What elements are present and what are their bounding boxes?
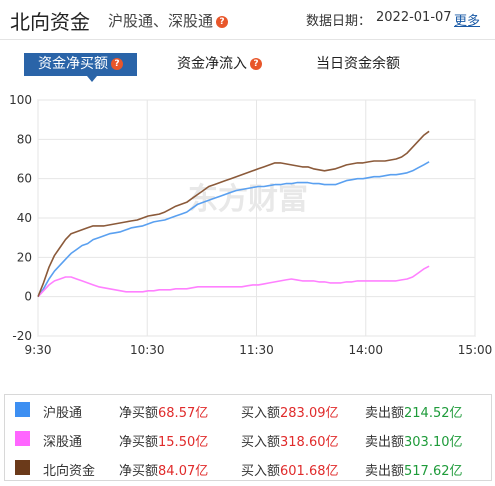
x-tick-label: 11:30 xyxy=(239,343,274,357)
sell-amount: 卖出额517.62亿 xyxy=(365,464,463,479)
legend-table: 沪股通 净买额68.57亿 买入额283.09亿 卖出额214.52亿 深股通 … xyxy=(4,394,492,481)
series-line xyxy=(37,130,430,297)
tab-balance-label: 当日资金余额 xyxy=(316,56,400,72)
chart-axes: 100 80 60 40 20 0 -209:30 10:30 11:30 14:00 15:00 xyxy=(9,93,492,357)
y-tick-label: -20 xyxy=(12,329,32,343)
y-tick-label: 40 xyxy=(17,211,32,225)
chart-series xyxy=(37,130,430,298)
date-value: 2022-01-07 xyxy=(376,10,452,25)
help-icon[interactable]: ? xyxy=(216,15,229,28)
y-tick-label: 20 xyxy=(17,250,32,264)
help-icon[interactable]: ? xyxy=(111,58,123,70)
tab-net-buy[interactable]: 资金净买额? xyxy=(24,53,137,76)
x-tick-label: 14:00 xyxy=(348,343,383,357)
legend-row: 深股通 净买额15.50亿 买入额318.60亿 卖出额303.10亿 xyxy=(5,424,491,453)
y-tick-label: 0 xyxy=(24,290,32,304)
tab-net-inflow-label: 资金净流入 xyxy=(177,56,247,72)
legend-row: 北向资金 净买额84.07亿 买入额601.68亿 卖出额517.62亿 xyxy=(5,453,491,482)
legend-name: 深股通 xyxy=(43,435,83,450)
active-tab-pointer xyxy=(87,76,97,82)
legend-swatch xyxy=(15,460,30,475)
legend-swatch xyxy=(15,431,30,446)
series-line xyxy=(37,265,430,298)
series-line xyxy=(37,161,430,298)
y-tick-label: 100 xyxy=(9,93,32,107)
legend-swatch xyxy=(15,402,30,417)
page-title: 北向资金 xyxy=(10,10,90,34)
legend-name: 沪股通 xyxy=(43,406,83,421)
subtitle: 沪股通、深股通? xyxy=(108,10,229,31)
chart-grid xyxy=(37,99,476,337)
x-tick-label: 15:00 xyxy=(458,343,493,357)
date-label: 数据日期： xyxy=(306,14,372,29)
more-link[interactable]: 更多 xyxy=(454,14,481,29)
tab-balance[interactable]: 当日资金余额 xyxy=(316,53,400,76)
legend-row: 沪股通 净买额68.57亿 买入额283.09亿 卖出额214.52亿 xyxy=(5,395,491,424)
header: 北向资金 沪股通、深股通? 数据日期： 2022-01-07 更多 xyxy=(0,0,495,40)
watermark: 东方财富 xyxy=(188,182,308,217)
help-icon[interactable]: ? xyxy=(250,58,262,70)
buy-amount: 买入额601.68亿 xyxy=(241,464,339,479)
net-buy: 净买额68.57亿 xyxy=(119,406,209,421)
buy-amount: 买入额318.60亿 xyxy=(241,435,339,450)
sell-amount: 卖出额303.10亿 xyxy=(365,435,463,450)
net-buy: 净买额15.50亿 xyxy=(119,435,209,450)
x-tick-label: 9:30 xyxy=(25,343,52,357)
subtitle-text: 沪股通、深股通 xyxy=(108,12,214,30)
tab-net-buy-label: 资金净买额 xyxy=(38,56,108,72)
net-buy: 净买额84.07亿 xyxy=(119,464,209,479)
x-tick-label: 10:30 xyxy=(130,343,165,357)
sell-amount: 卖出额214.52亿 xyxy=(365,406,463,421)
tab-net-inflow[interactable]: 资金净流入? xyxy=(177,53,262,76)
y-tick-label: 80 xyxy=(17,132,32,146)
buy-amount: 买入额283.09亿 xyxy=(241,406,339,421)
legend-name: 北向资金 xyxy=(43,464,96,479)
y-tick-label: 60 xyxy=(17,172,32,186)
